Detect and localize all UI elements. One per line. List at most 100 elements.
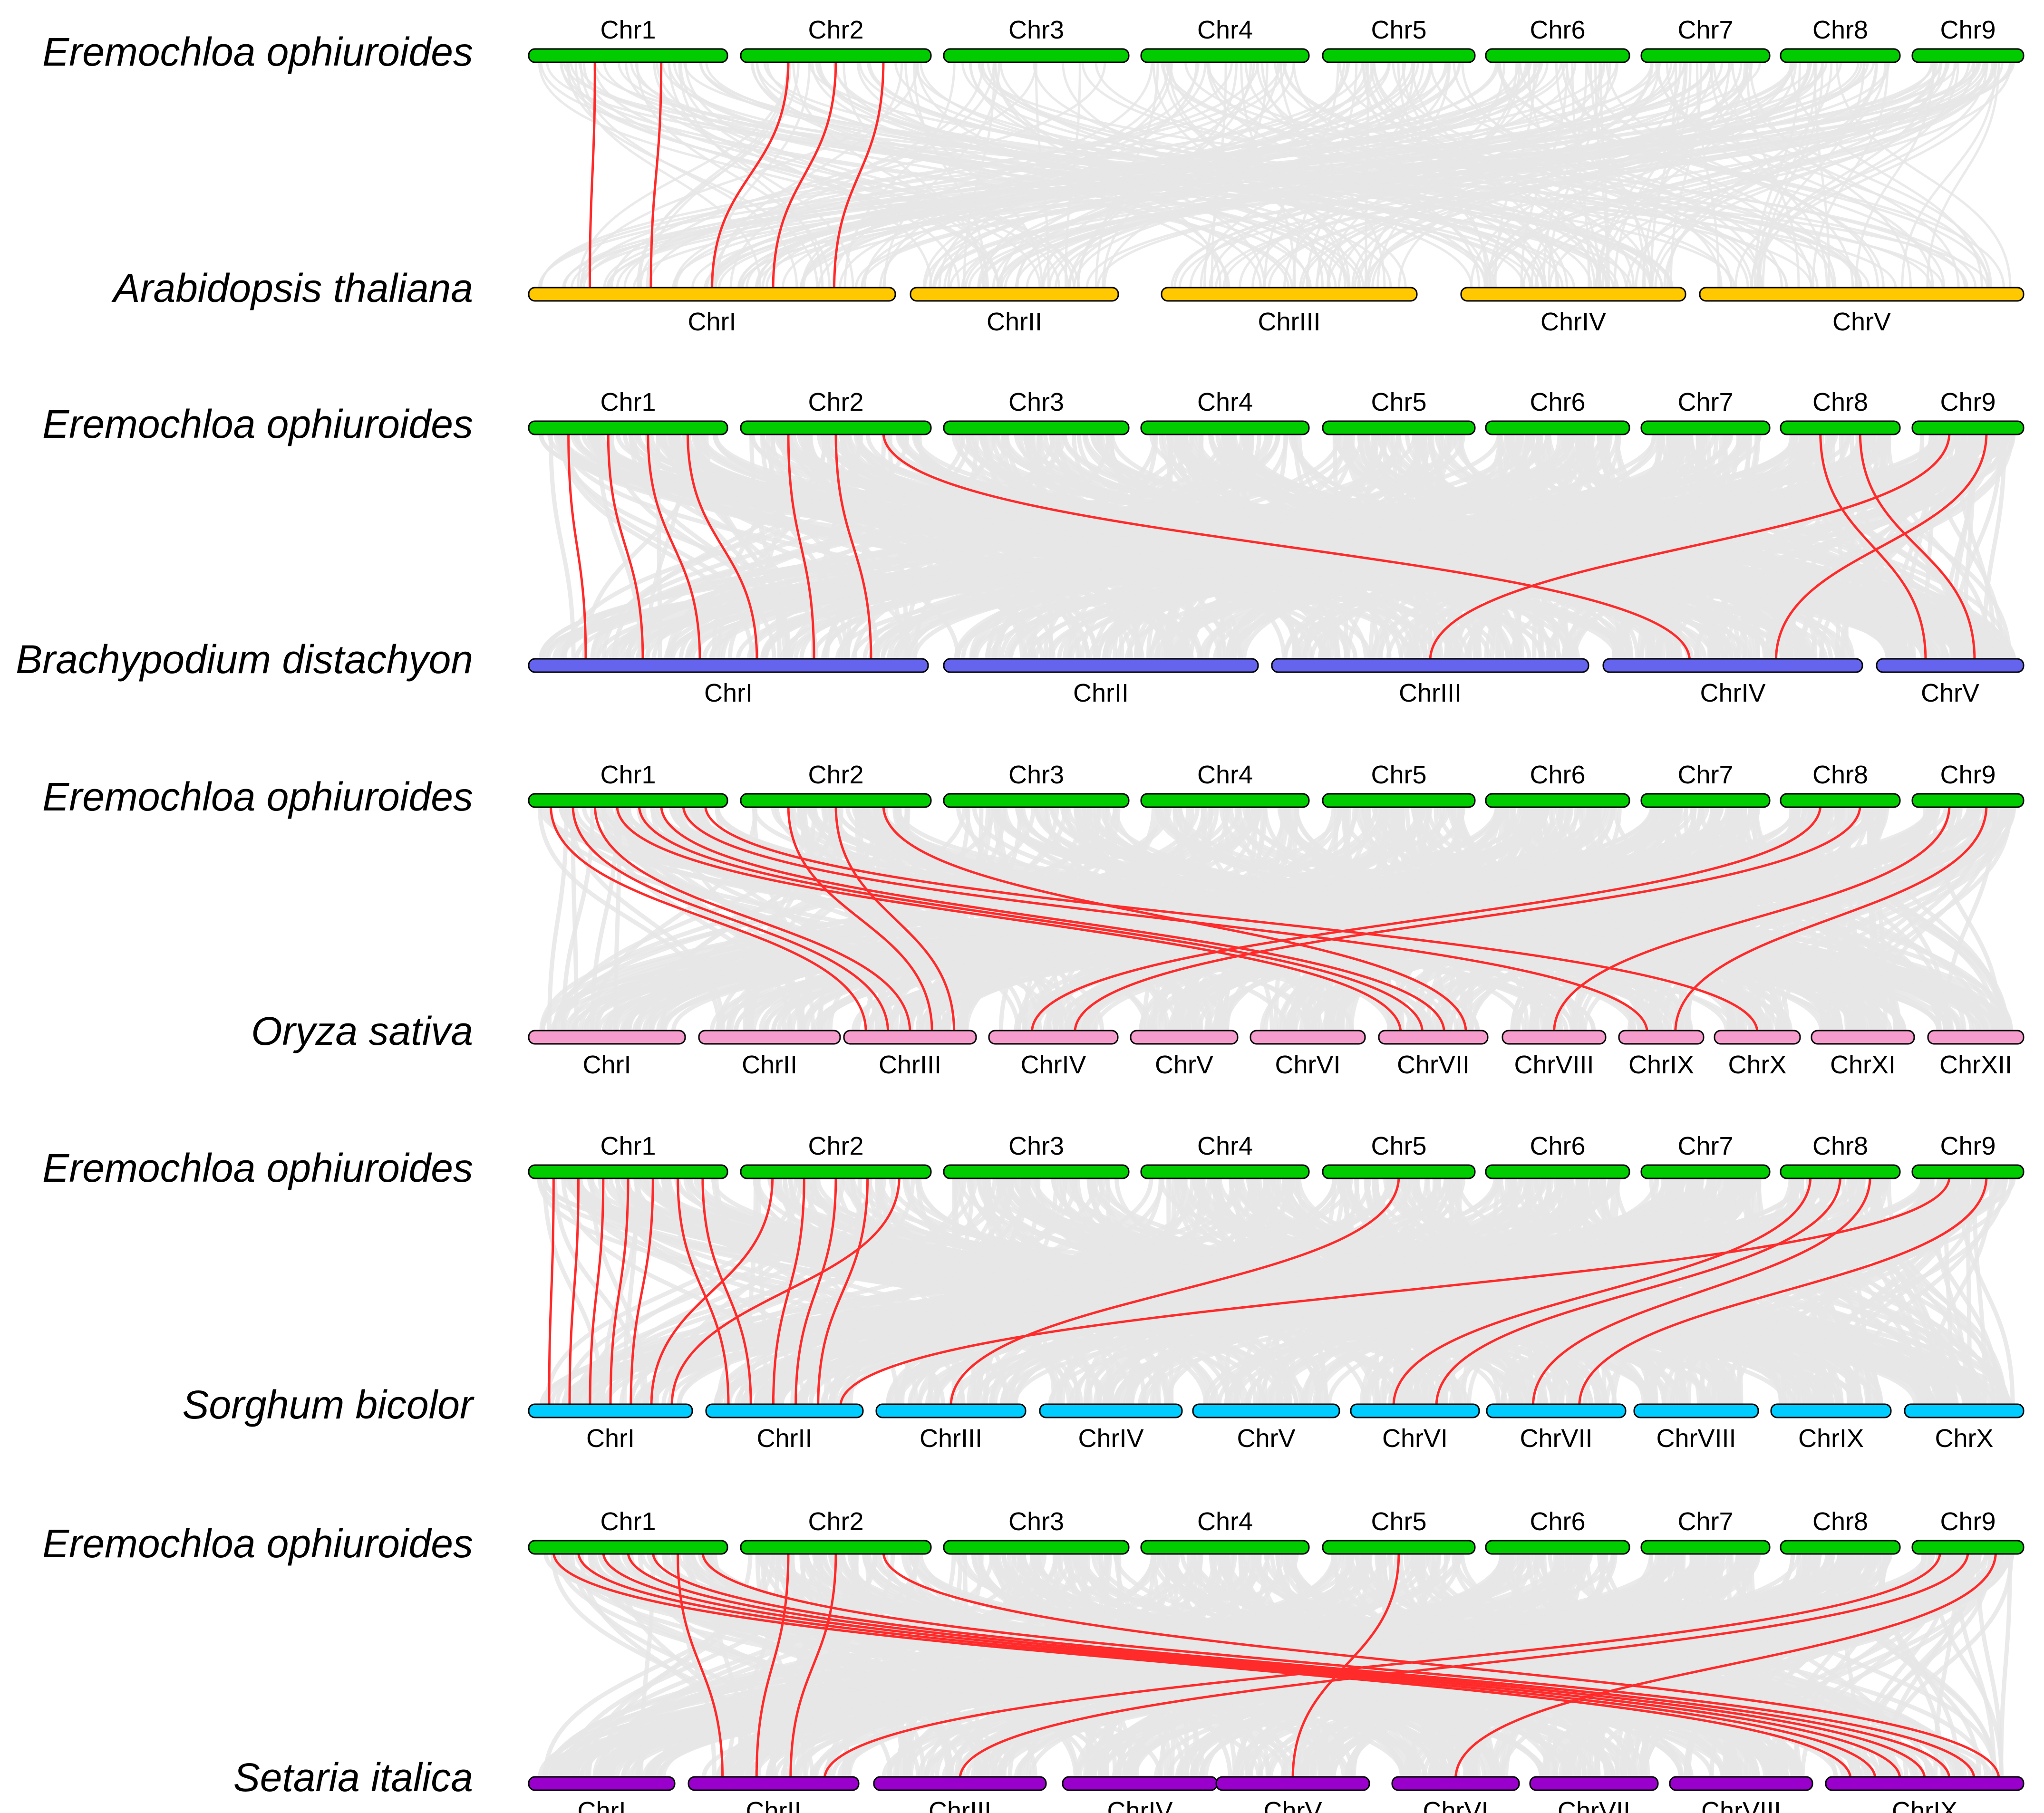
reference-chromosome-bar (1640, 793, 1771, 808)
background-link (882, 62, 1170, 288)
background-link (552, 434, 1832, 659)
background-link (1812, 62, 1889, 288)
highlighted-link (1454, 1552, 1997, 1779)
background-link (1483, 62, 1797, 288)
target-chromosome-label: ChrV (1921, 679, 1979, 707)
target-chromosome-bar (705, 1403, 864, 1418)
target-chromosome-label: ChrII (987, 308, 1042, 336)
background-link (1539, 1553, 1930, 1777)
target-species-label: Brachypodium distachyon (16, 637, 473, 682)
highlighted-link (834, 805, 956, 1033)
reference-chromosome-label: Chr3 (1008, 16, 1064, 44)
background-link (1855, 1553, 1953, 1777)
background-link (1549, 62, 2012, 288)
reference-chromosome-bar (943, 1164, 1130, 1179)
target-chromosome-label: ChrI (582, 1051, 631, 1079)
background-link (687, 434, 818, 659)
highlighted-link (959, 1552, 1969, 1779)
reference-chromosome-label: Chr7 (1677, 388, 1733, 416)
reference-chromosome-label: Chr7 (1677, 1132, 1733, 1160)
highlighted-link (823, 1552, 1941, 1779)
reference-chromosome-bar (1911, 1540, 2025, 1555)
background-link (1261, 62, 1481, 288)
reference-chromosome-label: Chr6 (1530, 1132, 1585, 1160)
highlighted-link (817, 1176, 869, 1407)
background-link (1290, 434, 1683, 659)
background-link (1972, 1178, 1987, 1405)
background-link (1375, 1553, 1587, 1777)
reference-chromosome-bar (1911, 793, 2025, 808)
highlighted-link (589, 60, 596, 290)
reference-chromosome-bar (1140, 793, 1310, 808)
target-chromosome-bar (528, 287, 896, 302)
reference-species-label: Eremochloa ophiuroides (42, 1521, 473, 1566)
highlighted-link (549, 805, 867, 1033)
target-chromosome-label: ChrI (688, 308, 736, 336)
background-link (1689, 1553, 1733, 1777)
background-link (717, 434, 1280, 659)
highlighted-link (616, 805, 1402, 1033)
background-link (1613, 62, 1688, 288)
target-chromosome-bar (528, 1030, 686, 1045)
reference-chromosome-label: Chr9 (1940, 1507, 1996, 1536)
background-link (1954, 1553, 1996, 1777)
target-chromosome-bar (1529, 1776, 1659, 1791)
background-link (700, 434, 792, 659)
background-link (807, 807, 1993, 1031)
target-chromosome-bar (1927, 1030, 2025, 1045)
background-link (559, 807, 1355, 1031)
reference-chromosome-bar (1485, 1540, 1630, 1555)
background-link (579, 62, 798, 288)
background-link (1943, 1178, 1954, 1405)
target-chromosome-label: ChrVI (1382, 1424, 1448, 1453)
target-species-label: Arabidopsis thaliana (111, 266, 474, 310)
background-link (916, 62, 1228, 288)
target-chromosome-bar (688, 1776, 860, 1791)
labels: Chr1 Chr2 Chr3 Chr4 Chr5 Chr6 Chr7 Chr8 Chr9 ChrI… (16, 16, 2012, 1813)
reference-chromosome-label: Chr3 (1008, 1132, 1064, 1160)
reference-chromosome-bar (740, 1540, 932, 1555)
background-link (894, 62, 1609, 288)
background-link (579, 1178, 1441, 1405)
highlighted-link (1435, 1176, 1841, 1407)
background-link (1122, 1553, 1965, 1777)
background-link (1406, 434, 1686, 659)
background-link (1393, 1178, 1437, 1405)
reference-chromosome-label: Chr3 (1008, 761, 1064, 789)
reference-chromosome-bar (1140, 420, 1310, 435)
background-link (1666, 434, 1823, 659)
background-link (818, 62, 1473, 288)
reference-chromosome-bar (1322, 793, 1476, 808)
reference-chromosome-bar (1911, 1164, 2025, 1179)
background-link (1302, 434, 1978, 659)
highlighted-link (755, 1552, 790, 1779)
target-chromosome-bar (1602, 658, 1863, 673)
background-link (1558, 1553, 1998, 1777)
reference-chromosome-label: Chr5 (1371, 388, 1426, 416)
target-chromosome-label: ChrX (1935, 1424, 1993, 1453)
background-link (1247, 1178, 1803, 1405)
target-chromosome-bar (1130, 1030, 1239, 1045)
target-chromosome-bar (1699, 287, 2025, 302)
highlighted-link (772, 1176, 805, 1407)
background-link (913, 62, 1654, 288)
background-link (768, 1553, 1451, 1777)
highlighted-link (630, 1176, 654, 1407)
background-link (539, 62, 1390, 288)
reference-chromosome-label: Chr9 (1940, 1132, 1996, 1160)
reference-chromosome-bar (1140, 1540, 1310, 1555)
reference-chromosome-bar (528, 420, 728, 435)
background-link (650, 1178, 967, 1405)
background-link (668, 1178, 816, 1405)
background-link (925, 1553, 1879, 1777)
reference-chromosome-label: Chr4 (1197, 16, 1253, 44)
background-link (643, 1178, 1736, 1405)
target-chromosome-bar (1391, 1776, 1520, 1791)
target-chromosome-bar (528, 1776, 676, 1791)
highlighted-link (882, 805, 1467, 1033)
reference-chromosome-bar (943, 420, 1130, 435)
target-chromosome-bar (1271, 658, 1589, 673)
background-link (791, 807, 1903, 1031)
highlighted-link (638, 805, 1424, 1033)
